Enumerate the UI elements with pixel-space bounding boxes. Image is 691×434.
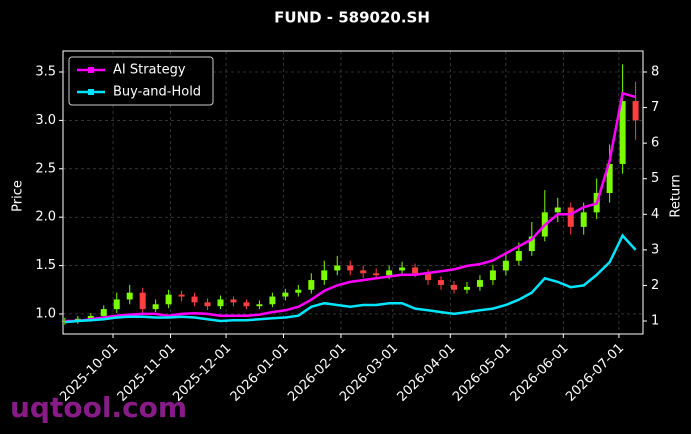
y2-tick-label: 7 [651, 100, 659, 115]
candle-body [165, 294, 172, 305]
y-tick-label: 1.0 [35, 306, 56, 321]
y2-tick-label: 1 [651, 314, 659, 329]
candle-body [554, 207, 561, 213]
candle-body [438, 280, 445, 285]
watermark: uqtool.com [10, 391, 187, 424]
y2-axis-label: Return [669, 174, 684, 217]
legend-marker [88, 67, 94, 73]
candle-body [100, 309, 107, 316]
candle-body [152, 304, 159, 310]
legend: AI Strategy Buy-and-Hold [68, 56, 214, 106]
candle-body [567, 207, 574, 227]
candle-body [256, 304, 263, 307]
y-tick-label: 2.0 [35, 210, 56, 225]
candle-body [295, 289, 302, 293]
y-axis-label: Price [11, 180, 26, 212]
candle-body [126, 292, 133, 300]
candle-body [217, 299, 224, 307]
y2-tick-label: 8 [651, 64, 659, 79]
y-tick-label: 3.0 [35, 113, 56, 128]
candle-body [321, 270, 328, 281]
y2-tick-label: 3 [651, 242, 659, 257]
candle-body [606, 163, 613, 193]
series-line [64, 233, 637, 324]
candle-body [178, 294, 185, 297]
y2-tick-label: 4 [651, 207, 659, 222]
candle-body [489, 270, 496, 281]
candle-body [308, 280, 315, 290]
y-tick-label: 2.5 [35, 161, 56, 176]
candle-body [412, 267, 419, 274]
candle-body [463, 286, 470, 290]
candle-body [399, 267, 406, 271]
candle-body [373, 273, 380, 276]
legend-marker [88, 89, 94, 95]
legend-label: Buy-and-Hold [113, 85, 201, 100]
candle-body [282, 292, 289, 297]
candle-body [113, 299, 120, 310]
candle-body [528, 236, 535, 252]
candle-body [243, 302, 250, 307]
candle-body [502, 260, 509, 271]
candle-body [450, 284, 457, 290]
candle-body [580, 212, 587, 227]
chart-title: FUND - 589020.SH [274, 9, 430, 27]
series-line [64, 91, 636, 323]
candle-body [425, 273, 432, 281]
candle-body [347, 265, 354, 271]
candle-body [191, 296, 198, 303]
candle-body [204, 302, 211, 307]
y2-tick-label: 6 [651, 136, 659, 151]
candle-body [386, 270, 393, 276]
candle-body [87, 315, 94, 319]
y-tick-label: 3.5 [35, 65, 56, 80]
candle-body [515, 251, 522, 261]
y-tick-label: 1.5 [35, 258, 56, 273]
y2-tick-label: 2 [651, 278, 659, 293]
candle-body [334, 265, 341, 271]
legend-label: AI Strategy [113, 63, 186, 78]
y2-tick-label: 5 [651, 171, 659, 186]
candle-body [230, 299, 237, 303]
plot-frame [62, 50, 644, 335]
candle-body [619, 101, 626, 164]
candle-body [360, 270, 367, 274]
candle-body [269, 296, 276, 305]
candle-body [476, 280, 483, 287]
candle-body [139, 292, 146, 310]
candle-body [632, 101, 639, 121]
